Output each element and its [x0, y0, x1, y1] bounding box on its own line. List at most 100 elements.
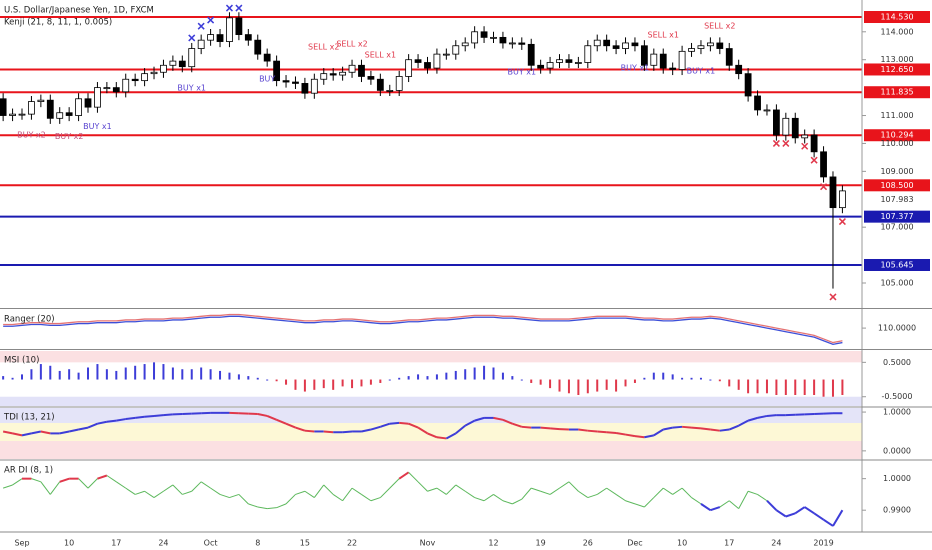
indicator-segment: [445, 484, 457, 495]
candle-body: [631, 42, 639, 47]
candle-body: [716, 42, 724, 49]
indicator-segment: [398, 471, 410, 480]
y-tick-label: 1.0000: [883, 474, 911, 483]
histogram-bar: [77, 372, 80, 380]
candle-body: [301, 83, 309, 94]
y-tick-label: 0.0000: [883, 446, 911, 455]
histogram-bar: [492, 367, 495, 380]
signal-label: BUY x2: [55, 132, 84, 141]
indicator-segment: [389, 421, 400, 425]
signal-label: BUY x2: [17, 131, 46, 140]
indicator-segment: [464, 419, 476, 427]
level-label: 105.645: [880, 260, 913, 269]
histogram-bar: [266, 379, 269, 381]
histogram-bar: [652, 372, 655, 380]
histogram-bar: [96, 364, 99, 380]
indicator-segment: [200, 481, 211, 489]
histogram-bar: [483, 365, 486, 380]
histogram-bar: [219, 370, 222, 380]
histogram-bar: [567, 379, 570, 394]
candle-body: [650, 53, 658, 66]
candle-body: [18, 113, 26, 116]
indicator-segment: [738, 491, 749, 509]
candle-body: [593, 39, 601, 47]
candle-body: [131, 78, 139, 82]
histogram-bar: [501, 372, 504, 380]
indicator-segment: [323, 430, 334, 434]
candle-body: [735, 64, 743, 75]
indicator-segment: [210, 487, 221, 495]
indicator-segment: [672, 487, 683, 495]
level-label-box: [864, 63, 930, 76]
indicator-segment: [804, 506, 815, 515]
histogram-bar: [709, 379, 712, 381]
indicator-segment: [531, 487, 541, 492]
indicator-segment: [31, 430, 42, 435]
histogram-bar: [68, 369, 71, 380]
indicator-segment: [304, 490, 315, 498]
level-label: 107.377: [880, 212, 913, 221]
signal-label: BUY x1: [507, 67, 536, 76]
indicator-segment: [361, 494, 372, 502]
indicator-segment: [191, 481, 202, 492]
histogram-bar: [181, 369, 184, 380]
indicator-segment: [248, 503, 258, 508]
indicator-segment: [97, 420, 108, 425]
indicator-title: TDI (13, 21): [3, 413, 55, 423]
histogram-bar: [728, 379, 731, 387]
candle-body: [490, 36, 497, 39]
indicator-segment: [342, 430, 353, 434]
indicator-segment: [794, 506, 806, 515]
indicator-segment: [68, 428, 79, 433]
indicator-segment: [502, 418, 513, 425]
indicator-segment: [97, 474, 108, 480]
candle-body: [386, 90, 394, 92]
indicator-segment: [757, 414, 768, 419]
histogram-bar: [247, 376, 250, 380]
histogram-bar: [360, 379, 363, 387]
candle-body: [442, 53, 450, 56]
y-tick-label: 105.000: [880, 278, 913, 287]
histogram-bar: [681, 377, 684, 380]
indicator-segment: [370, 497, 381, 502]
indicator-segment: [361, 428, 372, 433]
candle-body: [706, 42, 714, 47]
x-tick-label: 17: [724, 539, 734, 548]
y-tick-label: 107.000: [880, 223, 913, 232]
signal-marker: [235, 4, 243, 12]
indicator-segment: [59, 477, 70, 483]
indicator-segment: [549, 427, 560, 431]
histogram-bar: [549, 379, 552, 389]
histogram-bar: [379, 379, 382, 383]
level-label-box: [864, 179, 930, 192]
histogram-bar: [58, 370, 61, 380]
indicator-segment: [653, 487, 664, 498]
candle-body: [414, 59, 422, 63]
candle-body: [329, 73, 337, 76]
histogram-bar: [784, 379, 787, 395]
signal-label: BUY: [259, 74, 275, 83]
y-tick-label: 1.0000: [883, 408, 911, 417]
y-tick-label: 114.000: [880, 27, 913, 36]
indicator-segment: [323, 484, 334, 495]
histogram-bar: [615, 379, 618, 392]
indicator-segment: [182, 490, 192, 495]
histogram-bar: [303, 379, 306, 392]
tdi-upper-zone: [0, 408, 862, 423]
candle-body: [358, 64, 365, 77]
signal-label: SELL x2: [308, 42, 339, 51]
indicator-segment: [2, 484, 13, 489]
candle-body: [122, 78, 130, 93]
candle-body: [339, 71, 347, 76]
x-tick-label: Nov: [420, 539, 436, 548]
indicator-segment: [408, 471, 419, 483]
indicator-line: [3, 315, 843, 346]
x-tick-label: 22: [347, 539, 357, 548]
level-label: 110.294: [880, 131, 913, 140]
histogram-bar: [690, 377, 693, 380]
candle-body: [433, 53, 441, 69]
indicator-segment: [135, 415, 145, 419]
indicator-segment: [672, 425, 683, 429]
candle-body: [839, 190, 846, 209]
indicator-segment: [125, 487, 136, 495]
